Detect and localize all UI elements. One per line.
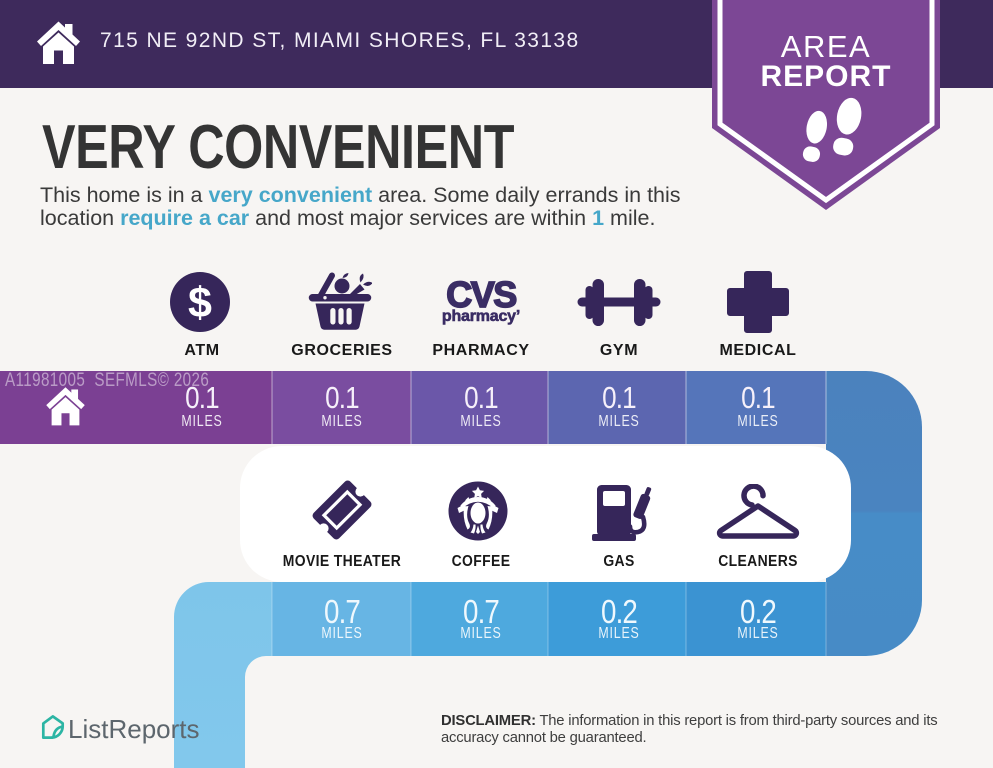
svg-text:AREA: AREA — [781, 29, 871, 64]
svg-text:$: $ — [188, 279, 212, 327]
svg-text:REPORT: REPORT — [760, 60, 891, 93]
